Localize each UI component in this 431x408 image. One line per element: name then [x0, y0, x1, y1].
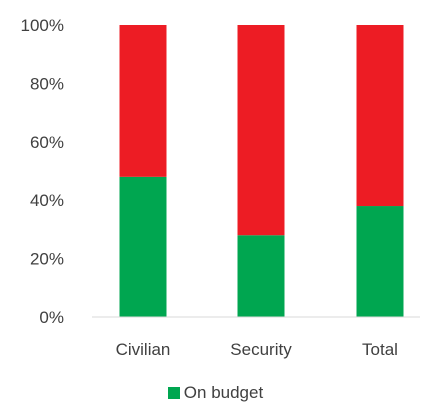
bar-segment-on-budget [356, 206, 404, 317]
bar-segment-remainder [119, 25, 167, 177]
chart-plot: 0% 20% 40% 60% 80% 100% Civilian Security Total [21, 16, 420, 359]
y-tick-label: 40% [30, 191, 64, 210]
legend-label-on-budget: On budget [183, 383, 264, 402]
y-tick-label: 80% [30, 74, 64, 93]
legend-swatch-on-budget [167, 386, 180, 399]
bar-segment-remainder [237, 25, 285, 236]
y-tick-label: 20% [30, 250, 64, 269]
chart-legend: On budget [0, 383, 431, 403]
x-tick-label: Total [362, 340, 398, 359]
bar-segment-on-budget [119, 176, 167, 317]
y-tick-label: 60% [30, 133, 64, 152]
x-tick-label: Civilian [116, 340, 171, 359]
y-tick-label: 0% [39, 308, 64, 327]
bar-segment-on-budget [237, 235, 285, 317]
bar-segment-remainder [356, 25, 404, 207]
x-tick-label: Security [230, 340, 292, 359]
y-tick-label: 100% [21, 16, 64, 35]
